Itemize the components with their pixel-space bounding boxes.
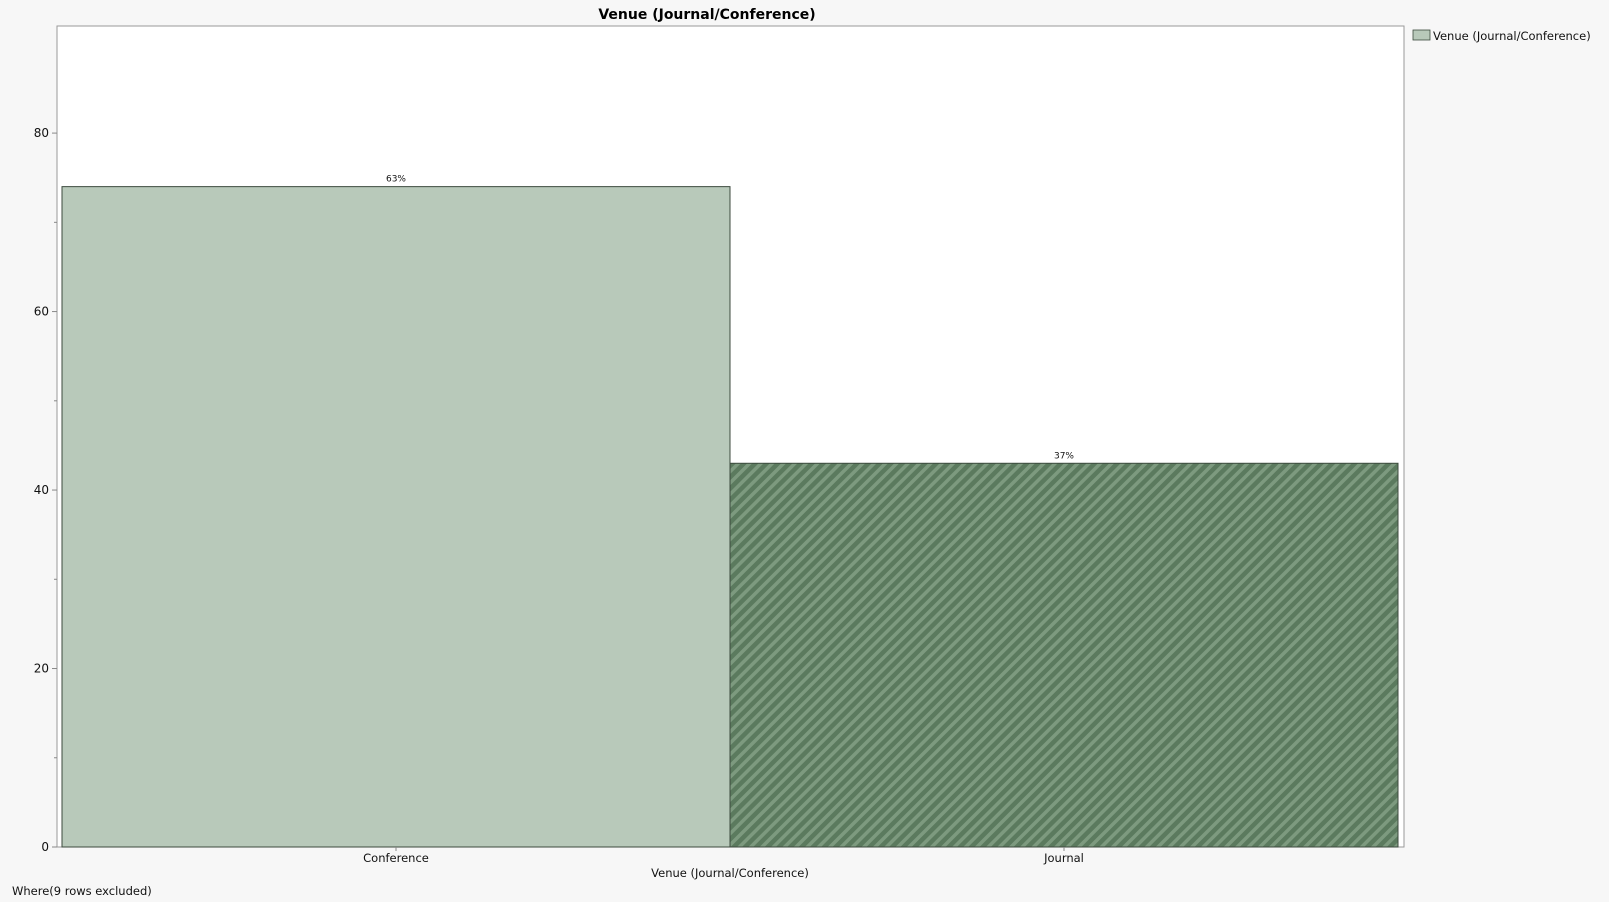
legend-label: Venue (Journal/Conference) — [1433, 29, 1591, 43]
bars — [61, 186, 1399, 848]
x-axis: Conference Journal — [363, 847, 1084, 865]
x-tick-label: Conference — [363, 851, 429, 865]
x-tick-label: Journal — [1043, 851, 1084, 865]
data-labels: 63% 37% — [386, 175, 1074, 462]
y-tick-label: 20 — [34, 662, 49, 676]
chart-title: Venue (Journal/Conference) — [598, 7, 815, 23]
y-tick-label: 80 — [34, 126, 49, 140]
data-label-journal: 37% — [1054, 451, 1074, 461]
bar-journal — [729, 462, 1399, 848]
footnote: Where(9 rows excluded) — [12, 884, 152, 898]
y-axis: 0 20 40 60 80 — [34, 126, 57, 854]
y-tick-label: 40 — [34, 483, 49, 497]
legend-swatch — [1412, 29, 1431, 41]
bar-conference — [61, 186, 731, 848]
data-label-conference: 63% — [386, 175, 406, 185]
x-axis-title: Venue (Journal/Conference) — [651, 866, 809, 880]
legend: Venue (Journal/Conference) — [1412, 29, 1591, 43]
y-tick-label: 60 — [34, 305, 49, 319]
y-tick-label: 0 — [41, 840, 49, 854]
